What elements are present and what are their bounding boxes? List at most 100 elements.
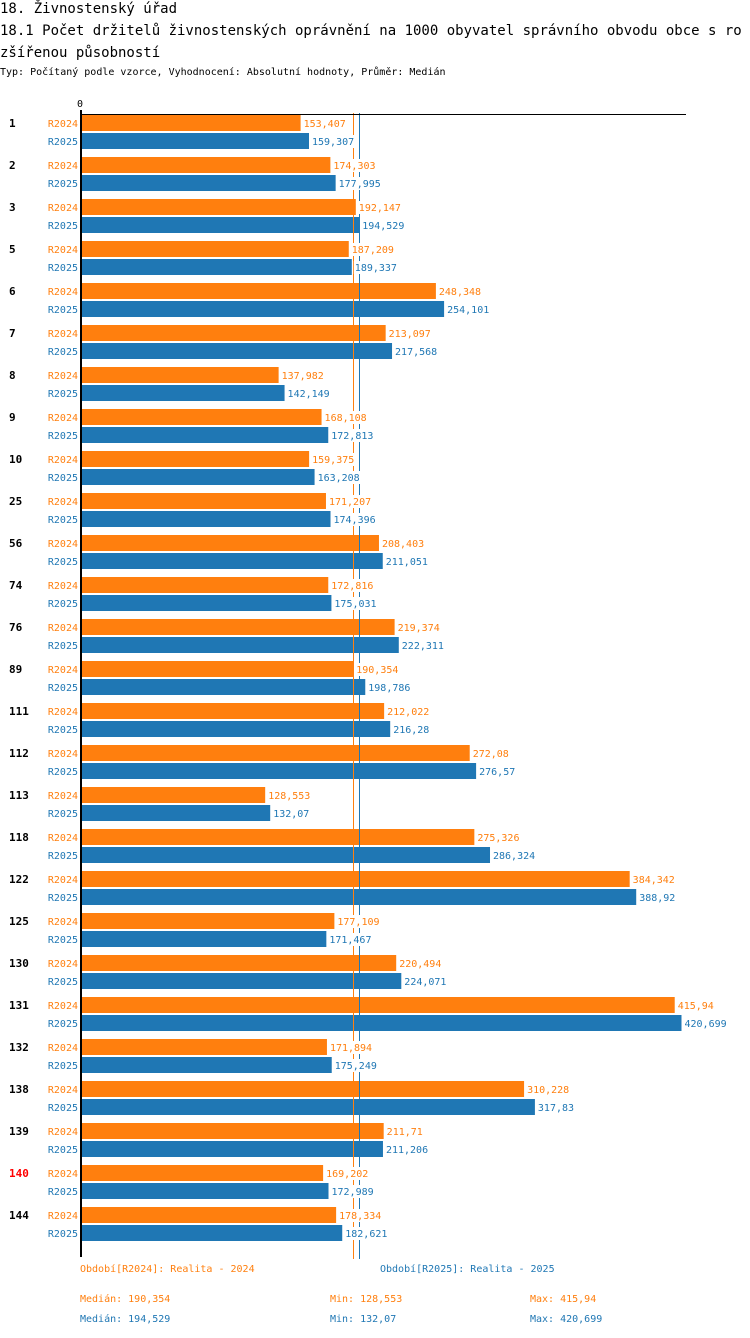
value-label: 172,816 [331, 581, 373, 592]
bar-r2025-118 [82, 847, 491, 863]
value-label-bg [403, 975, 449, 988]
value-label-bg [328, 1041, 374, 1054]
bar-r2024-25 [82, 493, 326, 509]
series-label: R2025 [48, 431, 78, 442]
category-label: 140 [9, 1167, 29, 1180]
legend-period-r2025: Období[R2025]: Realita - 2025 [380, 1264, 555, 1275]
value-label-bg [396, 621, 442, 634]
category-label: 1 [9, 117, 16, 130]
series-label: R2024 [48, 791, 78, 802]
value-label: 163,208 [318, 473, 360, 484]
value-label-bg [330, 1185, 376, 1198]
bar-r2024-122 [82, 871, 630, 887]
value-label-bg [526, 1083, 571, 1096]
bar-r2025-74 [82, 595, 332, 611]
value-label-bg [476, 831, 522, 844]
series-label: R2025 [48, 1229, 78, 1240]
bar-r2024-139 [82, 1123, 384, 1139]
category-label: 6 [9, 285, 16, 298]
value-label: 275,326 [477, 833, 519, 844]
series-label: R2024 [48, 371, 78, 382]
x-axis-zero-label: 0 [77, 99, 83, 110]
series-label: R2025 [48, 725, 78, 736]
value-label-bg [316, 471, 362, 484]
series-label: R2025 [48, 389, 78, 400]
legend-period-r2024: Období[R2024]: Realita - 2024 [80, 1264, 255, 1275]
value-label: 159,375 [312, 455, 354, 466]
value-label: 272,08 [473, 749, 509, 760]
value-label: 171,894 [330, 1043, 372, 1054]
value-label-bg [387, 327, 433, 340]
series-label: R2025 [48, 557, 78, 568]
chart-info: Typ: Počítaný podle vzorce, Vyhodnocení:… [0, 67, 446, 78]
category-label: 130 [9, 957, 29, 970]
value-label: 128,553 [268, 791, 310, 802]
value-label: 219,374 [398, 623, 440, 634]
category-label: 138 [9, 1083, 29, 1096]
value-label: 174,303 [333, 161, 375, 172]
category-label: 8 [9, 369, 16, 382]
value-label-bg [536, 1101, 576, 1114]
value-label-bg [367, 681, 412, 694]
value-label: 248,348 [439, 287, 481, 298]
bar-r2024-131 [82, 997, 675, 1013]
bar-r2024-130 [82, 955, 397, 971]
series-label: R2024 [48, 1001, 78, 1012]
series-label: R2025 [48, 1145, 78, 1156]
value-label-bg [333, 1059, 379, 1072]
series-label: R2025 [48, 683, 78, 694]
series-label: R2025 [48, 1019, 78, 1030]
category-label: 7 [9, 327, 16, 340]
value-label: 211,051 [386, 557, 428, 568]
category-label: 139 [9, 1125, 29, 1138]
value-label-bg [353, 261, 399, 274]
value-label: 310,228 [527, 1085, 569, 1096]
series-label: R2025 [48, 473, 78, 484]
value-label: 317,83 [538, 1103, 574, 1114]
bar-r2024-89 [82, 661, 354, 677]
value-label-bg [327, 495, 373, 508]
bar-r2025-111 [82, 721, 391, 737]
value-label-bg [478, 765, 517, 778]
bar-r2025-10 [82, 469, 315, 485]
value-label: 171,467 [329, 935, 371, 946]
value-label: 153,407 [304, 119, 346, 130]
value-label-bg [333, 597, 379, 610]
category-label: 132 [9, 1041, 29, 1054]
value-label: 175,031 [334, 599, 376, 610]
value-label-bg [492, 849, 537, 862]
category-label: 111 [9, 705, 29, 718]
legend-max-r2024: Max: 415,94 [530, 1294, 597, 1305]
category-label: 25 [9, 495, 22, 508]
bar-r2025-2 [82, 175, 336, 191]
series-label: R2025 [48, 599, 78, 610]
value-label: 384,342 [633, 875, 675, 886]
category-label: 118 [9, 831, 29, 844]
bar-r2024-9 [82, 409, 322, 425]
value-label: 159,307 [312, 137, 354, 148]
value-label: 189,337 [355, 263, 397, 274]
value-label: 177,995 [339, 179, 381, 190]
legend-min-r2024: Min: 128,553 [330, 1294, 403, 1305]
bar-r2025-6 [82, 301, 445, 317]
value-label-bg [437, 285, 483, 298]
value-label-bg [398, 957, 443, 970]
series-label: R2024 [48, 749, 78, 760]
series-label: R2025 [48, 767, 78, 778]
legend-min-r2025: Min: 132,07 [330, 1314, 397, 1325]
bar-r2024-112 [82, 745, 470, 761]
category-label: 56 [9, 537, 23, 550]
series-label: R2025 [48, 1061, 78, 1072]
value-label: 142,149 [288, 389, 330, 400]
value-label: 192,147 [359, 203, 401, 214]
series-label: R2025 [48, 179, 78, 190]
bar-r2025-144 [82, 1225, 343, 1241]
value-label-bg [336, 915, 382, 928]
series-label: R2025 [48, 515, 78, 526]
value-label: 190,354 [356, 665, 398, 676]
value-label: 172,813 [331, 431, 373, 442]
series-label: R2024 [48, 1169, 78, 1180]
value-label: 222,311 [402, 641, 444, 652]
series-label: R2025 [48, 1187, 78, 1198]
